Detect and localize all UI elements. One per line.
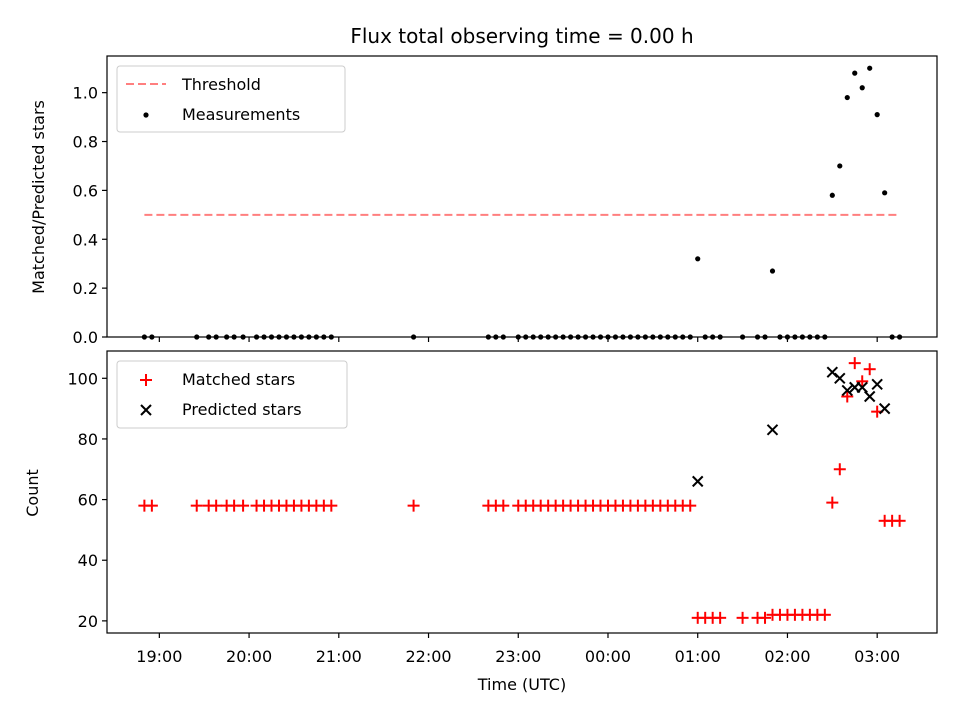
matched-star-point: [325, 499, 338, 512]
legend-threshold-label: Threshold: [181, 75, 261, 94]
matched-star-point: [863, 363, 876, 376]
top-y-tick-label: 0.2: [73, 279, 98, 298]
top-axes-frame: [106, 55, 938, 338]
top-y-axis-label: Matched/Predicted stars: [29, 100, 48, 294]
x-tick-label: 22:00: [405, 647, 451, 666]
matched-star-point: [848, 357, 861, 370]
bottom-axes-frame: [106, 350, 938, 634]
measurement-point: [829, 192, 835, 198]
matched-star-point: [714, 611, 727, 624]
measurement-point: [882, 190, 888, 196]
bottom-legend-box: [116, 360, 348, 429]
matched-star-point: [759, 611, 772, 624]
matched-star-point: [833, 463, 846, 476]
legend-predicted-swatch: [140, 404, 152, 416]
matched-star-point: [684, 499, 697, 512]
predicted-star-point: [834, 372, 846, 384]
top-panel: 0.0 0.2 0.4 0.6 0.8 1.0 Matched/Predicted sta…: [29, 55, 938, 347]
x-tick-label: 20:00: [226, 647, 272, 666]
bottom-y-tick-label: 100: [67, 369, 98, 388]
legend-measurements-swatch: [143, 112, 149, 118]
matched-star-point: [826, 496, 839, 509]
matched-star-point: [145, 499, 158, 512]
x-tick-label: 23:00: [495, 647, 541, 666]
measurement-point: [859, 85, 865, 91]
predicted-star-point: [841, 384, 853, 397]
measurement-point: [695, 256, 701, 262]
top-y-tick-label: 0.4: [73, 230, 98, 249]
predicted-star-point: [766, 424, 779, 436]
measurement-point: [874, 112, 880, 118]
bottom-markers: [138, 357, 906, 624]
x-tick-label: 02:00: [764, 647, 810, 666]
bottom-y-tick-label: 40: [78, 551, 98, 570]
matched-star-point: [237, 499, 250, 512]
bottom-y-ticks: 20 40 60 80 100: [67, 369, 107, 631]
matched-star-point: [497, 499, 510, 512]
measurement-point: [837, 163, 843, 169]
top-y-tick-label: 1.0: [73, 84, 98, 103]
predicted-star-point: [856, 381, 868, 394]
bottom-panel: 20 40 60 80 100 19:00 20:00 21:00 22:00 23:00 00:…: [23, 350, 938, 694]
matched-star-point: [818, 608, 831, 621]
top-y-tick-label: 0.8: [73, 133, 98, 152]
matched-star-point: [856, 375, 869, 388]
predicted-star-point: [692, 475, 704, 488]
matched-star-point: [736, 611, 749, 624]
top-y-ticks: 0.0 0.2 0.4 0.6 0.8 1.0: [73, 84, 107, 347]
matched-star-point: [407, 499, 420, 512]
legend-matched-swatch: [140, 374, 152, 386]
measurement-point: [844, 94, 850, 101]
matched-star-point: [190, 499, 203, 512]
top-y-tick-label: 0.0: [73, 328, 98, 347]
bottom-x-ticks: 19:00 20:00 21:00 22:00 23:00 00:00 01:00 02:00…: [136, 633, 900, 666]
predicted-star-point: [878, 402, 891, 415]
x-tick-label: 19:00: [136, 647, 182, 666]
legend-measurements-label: Measurements: [182, 105, 300, 124]
measurement-point: [769, 268, 776, 274]
top-y-tick-label: 0.6: [73, 181, 98, 200]
x-tick-label: 00:00: [585, 647, 631, 666]
legend-matched-label: Matched stars: [182, 370, 295, 389]
bottom-legend: Matched stars Predicted stars: [116, 360, 348, 429]
x-tick-label: 01:00: [675, 647, 721, 666]
predicted-star-point: [871, 378, 883, 391]
measurement-point: [867, 65, 873, 71]
x-axis-label: Time (UTC): [477, 675, 566, 694]
bottom-y-tick-label: 60: [78, 491, 98, 510]
matched-star-point: [841, 390, 854, 403]
legend-predicted-label: Predicted stars: [182, 400, 302, 419]
bottom-y-axis-label: Count: [23, 469, 42, 517]
predicted-star-point: [863, 390, 876, 403]
chart-title: Flux total observing time = 0.00 h: [350, 24, 693, 48]
x-tick-label: 03:00: [854, 647, 900, 666]
top-x-ticks: [158, 337, 878, 342]
bottom-y-tick-label: 80: [78, 430, 98, 449]
x-tick-label: 21:00: [316, 647, 362, 666]
top-legend: Threshold Measurements: [116, 65, 346, 133]
bottom-y-tick-label: 20: [78, 612, 98, 631]
measurement-point: [852, 70, 858, 76]
matched-star-point: [893, 514, 906, 527]
top-legend-box: [116, 65, 346, 133]
matched-star-point: [210, 499, 223, 512]
